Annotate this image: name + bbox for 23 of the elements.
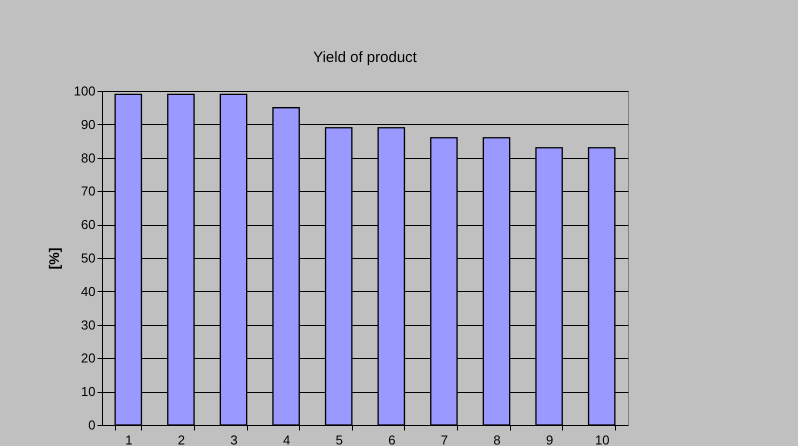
y-tick-label: 50 [81,250,96,266]
y-tick-label: 60 [81,217,96,232]
y-tick-label: 90 [81,116,96,132]
y-axis-title: [%] [46,248,62,270]
x-tick-label: 10 [594,432,610,446]
y-tick-label: 20 [81,350,96,366]
x-tick-label: 9 [546,432,554,446]
y-tick-label: 30 [81,317,96,332]
y-tick-label: 10 [81,384,96,400]
y-tick-label: 80 [81,150,96,166]
y-tick-label: 70 [81,184,96,199]
x-tick-label: 1 [125,432,132,446]
x-tick-label: 5 [336,432,343,446]
y-tick-label: 0 [88,418,96,432]
x-tick-label: 4 [282,432,290,446]
y-tick-label: 40 [81,284,96,299]
x-tick-label: 7 [440,432,448,446]
x-tick-label: 3 [230,432,238,446]
x-tick-label: 6 [388,432,396,446]
x-tick-label: 8 [493,432,501,446]
y-tick-label: 100 [74,84,96,98]
chart-title: Yield of product [313,49,418,66]
x-tick-label: 2 [178,432,186,446]
